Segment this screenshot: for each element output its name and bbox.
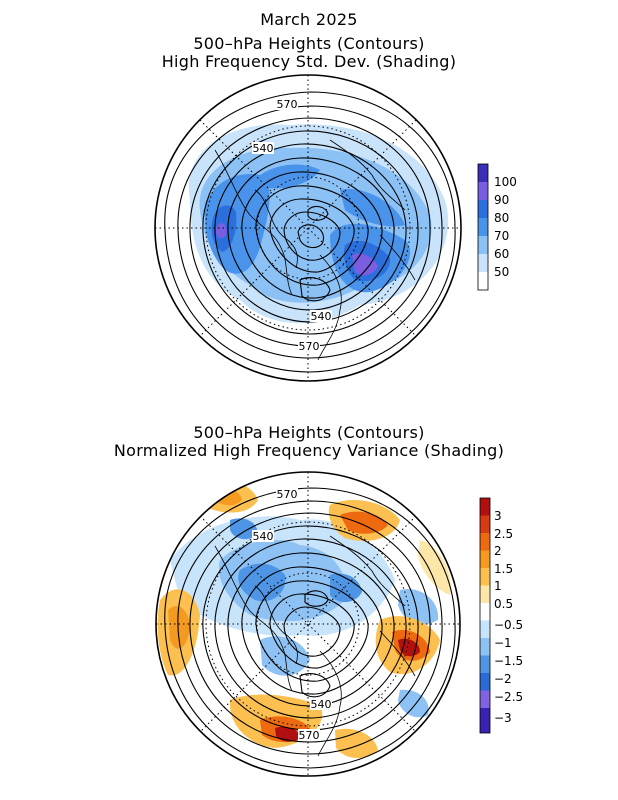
top-contour-label: 540 — [253, 142, 274, 155]
bottom-colorbar-tick: 1 — [494, 579, 502, 593]
bottom-contour-label: 540 — [311, 698, 332, 711]
top-colorbar-swatch — [478, 200, 488, 218]
top-title-line1: March 2025 — [260, 10, 358, 29]
bottom-colorbar-swatch — [480, 655, 490, 673]
bottom-colorbar-swatch — [480, 620, 490, 638]
top-contour-label: 540 — [311, 310, 332, 323]
bottom-contour-label: 540 — [253, 530, 274, 543]
top-colorbar: 100 90 80 70 60 50 — [477, 163, 517, 291]
bottom-colorbar-swatch — [480, 673, 490, 691]
top-polar-map: 570 540 540 570 — [154, 74, 462, 382]
bottom-colorbar-tick: −2.5 — [494, 690, 523, 704]
top-colorbar-tick: 50 — [494, 265, 509, 279]
top-colorbar-swatch — [478, 254, 488, 272]
top-colorbar-tick: 80 — [494, 211, 509, 225]
bottom-colorbar-swatch — [480, 638, 490, 656]
top-colorbar-tick: 90 — [494, 193, 509, 207]
top-contour-label: 570 — [277, 98, 298, 111]
top-colorbar-swatch — [478, 236, 488, 254]
top-contour-label: 570 — [299, 340, 320, 353]
bottom-colorbar-tick: 1.5 — [494, 562, 513, 576]
top-title-line2: 500–hPa Heights (Contours) — [193, 34, 425, 53]
bottom-contour-label: 570 — [277, 488, 298, 501]
bottom-colorbar-tick: 2.5 — [494, 527, 513, 541]
top-colorbar-swatch — [478, 182, 488, 200]
top-colorbar-tick: 100 — [494, 175, 517, 189]
bottom-map-border — [155, 471, 461, 777]
bottom-polar-map: 570 540 540 570 — [155, 471, 461, 777]
bottom-colorbar-swatch — [480, 708, 490, 733]
bottom-colorbar-tick: −3 — [494, 711, 512, 725]
bottom-colorbar-tick: −2 — [494, 672, 512, 686]
bottom-colorbar-swatch — [480, 550, 490, 568]
top-colorbar-swatch — [478, 218, 488, 236]
bottom-title-line2: Normalized High Frequency Variance (Shad… — [113, 441, 505, 460]
bottom-colorbar-tick: 2 — [494, 544, 502, 558]
top-colorbar-tick: 60 — [494, 247, 509, 261]
bottom-colorbar-swatch — [480, 690, 490, 708]
top-coastlines — [214, 139, 416, 361]
bottom-colorbar-swatch — [480, 603, 490, 621]
top-contour-labels: 570 540 540 570 — [252, 98, 332, 353]
bottom-title-line1: 500–hPa Heights (Contours) — [193, 423, 425, 442]
bottom-colorbar-tick: −1 — [494, 636, 512, 650]
bottom-colorbar-swatch — [480, 498, 490, 516]
top-colorbar-swatch — [478, 272, 488, 290]
top-colorbar-tick: 70 — [494, 229, 509, 243]
bottom-colorbar-tick: −0.5 — [494, 618, 523, 632]
top-title-line3: High Frequency Std. Dev. (Shading) — [161, 52, 457, 71]
bottom-colorbar-tick: 3 — [494, 509, 502, 523]
bottom-colorbar: 3 2.5 2 1.5 1 0.5 −0.5 −1 −1.5 −2 −2.5 −… — [479, 497, 523, 734]
bottom-colorbar-swatch — [480, 533, 490, 551]
bottom-colorbar-swatch — [480, 515, 490, 533]
bottom-contour-labels: 570 540 540 570 — [252, 488, 332, 742]
bottom-colorbar-swatch — [480, 568, 490, 586]
bottom-colorbar-tick: 0.5 — [494, 597, 513, 611]
bottom-contour-label: 570 — [299, 729, 320, 742]
bottom-colorbar-swatch — [480, 585, 490, 603]
top-colorbar-swatch — [478, 164, 488, 182]
top-map-border — [154, 74, 462, 382]
top-latlon-grid — [155, 75, 461, 381]
bottom-colorbar-tick: −1.5 — [494, 654, 523, 668]
bottom-latlon-grid — [156, 472, 460, 776]
bottom-coastlines — [214, 535, 416, 757]
